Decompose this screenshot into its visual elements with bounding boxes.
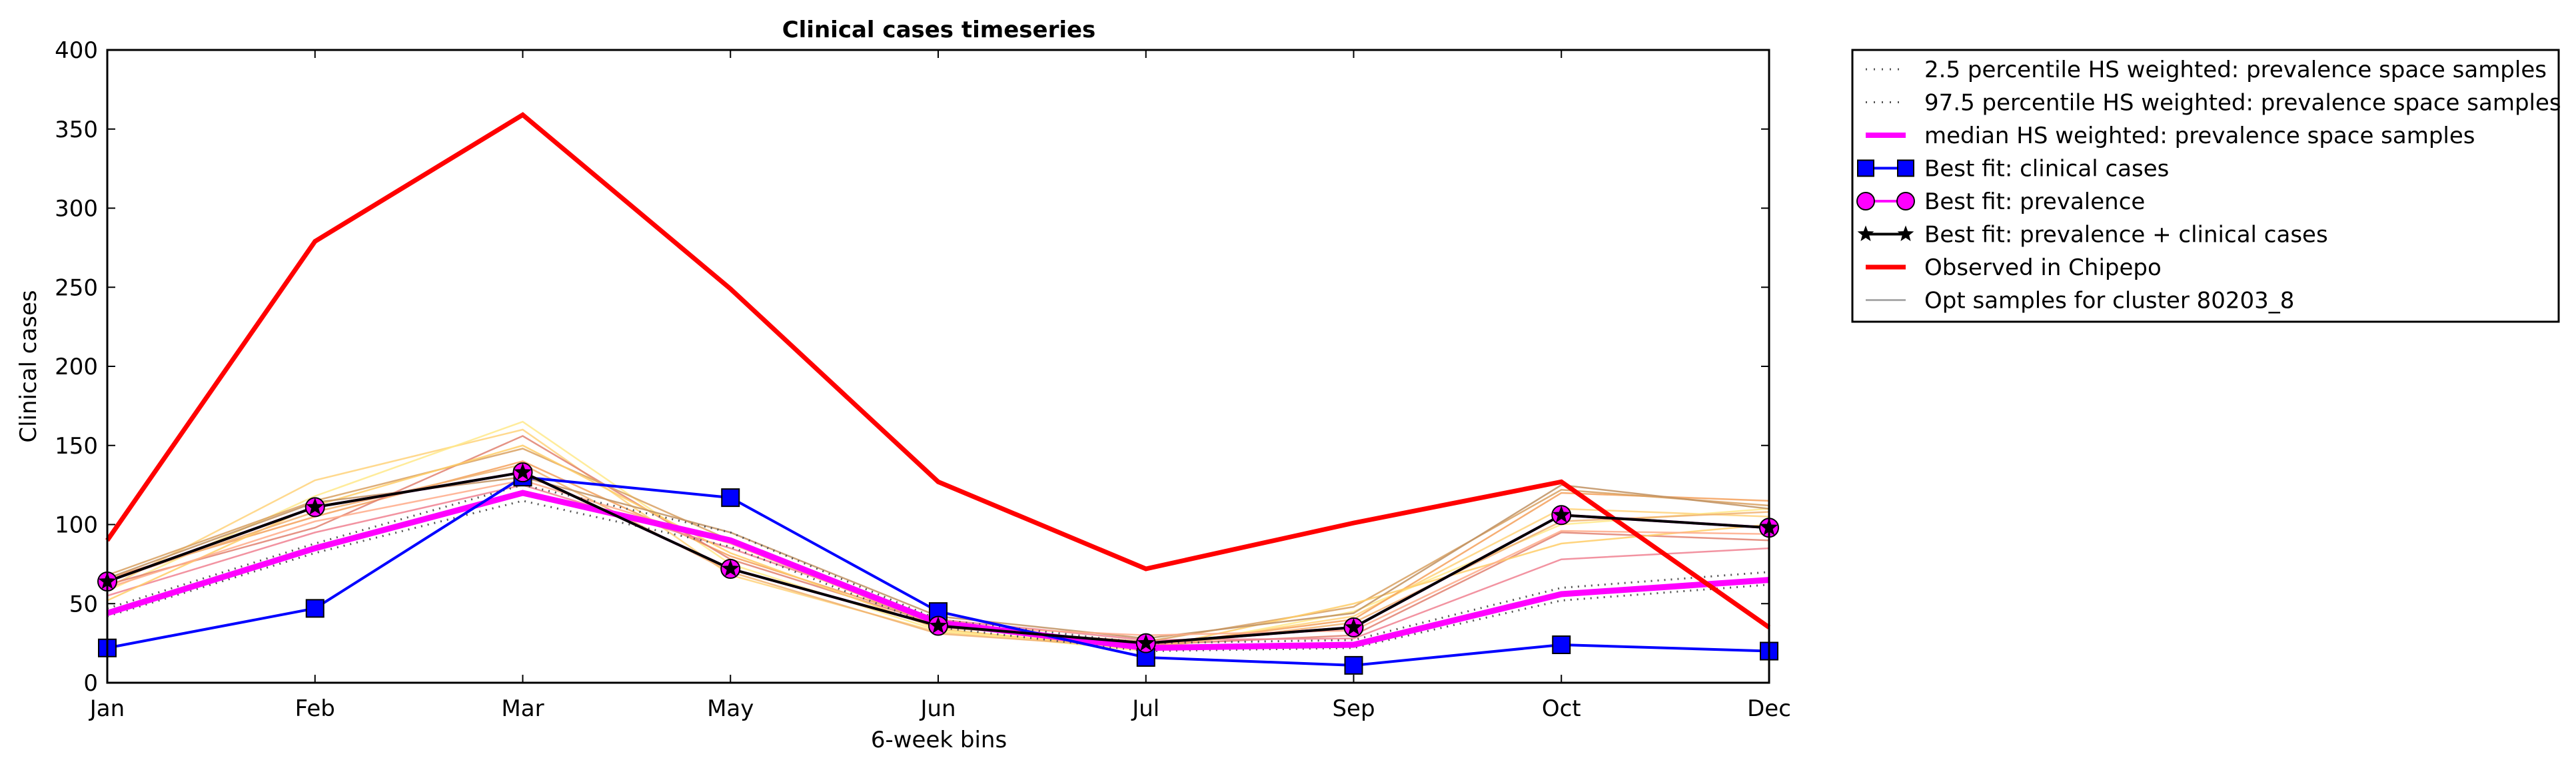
legend-circle-marker bbox=[1896, 192, 1915, 210]
legend-item: Best fit: prevalence bbox=[1856, 189, 2145, 215]
star-marker bbox=[1137, 633, 1155, 651]
star-marker bbox=[721, 560, 740, 577]
y-tick-label: 200 bbox=[55, 354, 98, 380]
legend-label: Observed in Chipepo bbox=[1924, 254, 2162, 281]
observed-line bbox=[105, 112, 1771, 629]
legend-label: Best fit: prevalence bbox=[1924, 189, 2145, 215]
square-marker bbox=[1552, 635, 1571, 654]
y-tick-label: 250 bbox=[55, 274, 98, 301]
legend-box bbox=[1851, 49, 2560, 323]
legend-item: Opt samples for cluster 80203_8 bbox=[1866, 288, 2294, 314]
legend-star-marker bbox=[1857, 225, 1874, 241]
square-marker bbox=[721, 488, 740, 508]
y-axis: 0 50 100 150 200 250 300 350 400 bbox=[55, 37, 1769, 697]
y-tick-label: 100 bbox=[55, 512, 98, 539]
y-tick-label: 150 bbox=[55, 433, 98, 460]
plot-frame bbox=[106, 49, 1770, 684]
y-tick-label: 400 bbox=[55, 37, 98, 64]
x-tick-label: Jan bbox=[89, 695, 125, 722]
legend-square-marker bbox=[1857, 159, 1874, 177]
y-tick-label: 0 bbox=[83, 670, 98, 697]
legend-item: 2.5 percentile HS weighted: prevalence s… bbox=[1866, 57, 2547, 83]
legend-star-marker bbox=[1897, 225, 1914, 241]
x-tick-label: Mar bbox=[501, 695, 544, 722]
legend-item: Observed in Chipepo bbox=[1866, 254, 2162, 281]
star-marker bbox=[514, 463, 532, 480]
chart-title: Clinical cases timeseries bbox=[782, 17, 1096, 43]
legend-label: 97.5 percentile HS weighted: prevalence … bbox=[1924, 90, 2561, 117]
star-marker bbox=[1552, 506, 1571, 523]
legend-item: Best fit: prevalence + clinical cases bbox=[1857, 222, 2328, 248]
x-axis-title: 6-week bins bbox=[871, 727, 1007, 753]
x-tick-label: May bbox=[707, 695, 754, 722]
legend-item: median HS weighted: prevalence space sam… bbox=[1866, 123, 2475, 149]
legend: 2.5 percentile HS weighted: prevalence s… bbox=[1851, 49, 2561, 323]
legend-item: Best fit: clinical cases bbox=[1857, 156, 2169, 183]
star-marker bbox=[306, 498, 324, 515]
square-marker bbox=[305, 599, 324, 618]
legend-item: 97.5 percentile HS weighted: prevalence … bbox=[1866, 90, 2561, 117]
legend-label: Best fit: prevalence + clinical cases bbox=[1924, 222, 2328, 248]
x-tick-label: Jul bbox=[1131, 695, 1159, 722]
y-axis-title: Clinical cases bbox=[15, 290, 42, 442]
x-tick-label: Sep bbox=[1332, 695, 1375, 722]
y-tick-label: 50 bbox=[69, 591, 98, 617]
series-lines bbox=[105, 112, 1771, 667]
x-tick-label: Feb bbox=[295, 695, 335, 722]
legend-label: Best fit: clinical cases bbox=[1924, 156, 2169, 183]
x-tick-label: Dec bbox=[1747, 695, 1791, 722]
legend-label: median HS weighted: prevalence space sam… bbox=[1924, 123, 2475, 149]
x-tick-label: Jun bbox=[919, 695, 956, 722]
y-tick-label: 300 bbox=[55, 196, 98, 222]
legend-label: 2.5 percentile HS weighted: prevalence s… bbox=[1924, 57, 2547, 83]
x-axis: Jan Feb Mar May Jun Jul Sep Oct Dec bbox=[89, 50, 1791, 722]
square-marker bbox=[1344, 655, 1363, 675]
star-marker bbox=[1345, 617, 1363, 635]
legend-label: Opt samples for cluster 80203_8 bbox=[1924, 288, 2294, 314]
legend-circle-marker bbox=[1856, 192, 1875, 210]
legend-square-marker bbox=[1897, 159, 1914, 177]
star-marker bbox=[929, 616, 948, 633]
x-tick-label: Oct bbox=[1542, 695, 1581, 722]
y-tick-label: 350 bbox=[55, 117, 98, 143]
